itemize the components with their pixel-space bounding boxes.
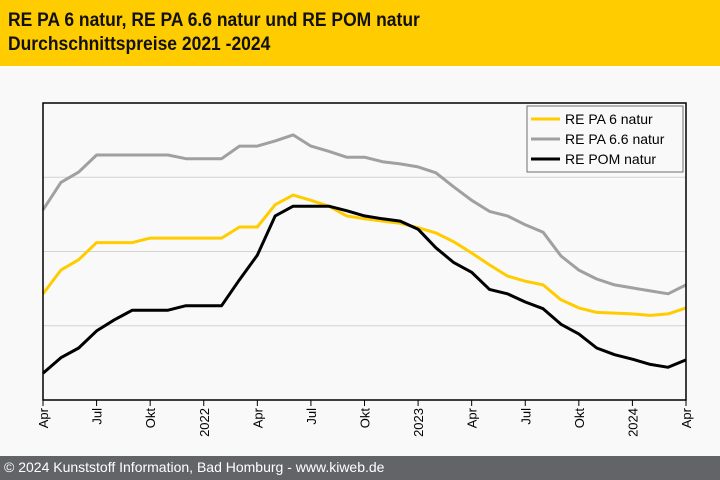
x-tick-label: Apr <box>36 407 51 428</box>
series-line-re-pom-natur <box>42 204 687 375</box>
series-line-re-pa-6-natur <box>41 193 687 317</box>
x-tick-label: Apr <box>465 407 480 428</box>
footer-bar: © 2024 Kunststoff Information, Bad Hombu… <box>0 456 720 480</box>
x-tick-label: Apr <box>250 407 265 428</box>
x-tick-label: Apr <box>679 407 694 428</box>
chart-title: RE PA 6 natur, RE PA 6.6 natur und RE PO… <box>8 10 420 31</box>
x-tick-label: Okt <box>143 408 158 429</box>
chart-subtitle: Durchschnittspreise 2021 -2024 <box>8 34 271 55</box>
legend-label: RE PA 6 natur <box>565 111 653 127</box>
x-tick-label: Jul <box>518 408 533 425</box>
legend-label: RE POM natur <box>565 151 656 167</box>
x-tick-label: 2023 <box>411 408 426 437</box>
line-chart: Apr Jul Okt 2022 Apr Jul Okt 2023 Apr Jul Okt 2024 A… <box>36 102 694 437</box>
legend-label: RE PA 6.6 natur <box>565 131 665 147</box>
chart-header: RE PA 6 natur, RE PA 6.6 natur und RE PO… <box>0 0 720 66</box>
x-tick-label: Okt <box>572 408 587 429</box>
x-tick-label: Jul <box>304 408 319 425</box>
x-tick-label: 2024 <box>625 408 640 437</box>
copyright-text: © 2024 Kunststoff Information, Bad Hombu… <box>4 459 385 475</box>
x-tick-label: 2022 <box>197 408 212 437</box>
x-tick-label: Okt <box>358 408 373 429</box>
series-line-re-pa-6-6-natur <box>41 133 687 296</box>
x-tick-label: Jul <box>90 408 105 425</box>
